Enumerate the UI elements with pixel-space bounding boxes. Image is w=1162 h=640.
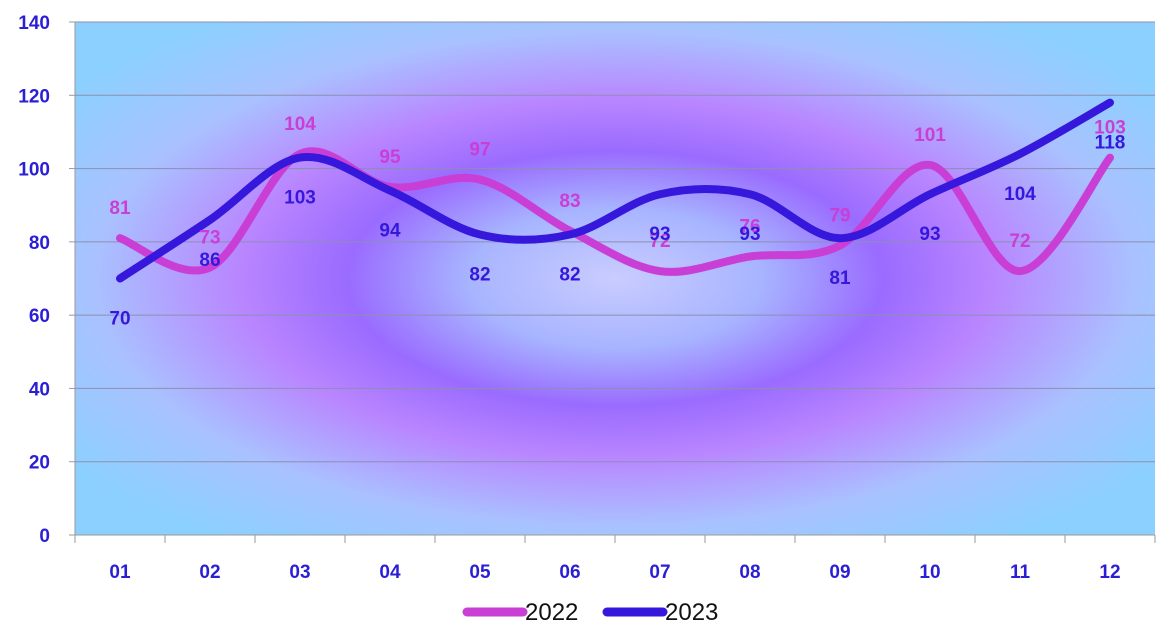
data-label-2022: 95 [379, 147, 401, 168]
y-tick-label: 60 [29, 306, 50, 327]
data-label-2023: 104 [1004, 184, 1036, 205]
y-tick-label: 100 [18, 160, 50, 181]
x-tick-label: 02 [199, 562, 220, 583]
data-label-2022: 83 [559, 191, 580, 212]
data-label-2022: 73 [199, 228, 220, 249]
data-label-2022: 79 [829, 206, 850, 227]
data-label-2023: 93 [919, 224, 940, 245]
x-tick-label: 04 [379, 562, 401, 583]
data-label-2023: 93 [739, 224, 760, 245]
y-tick-label: 80 [29, 233, 50, 254]
data-label-2023: 103 [284, 188, 316, 209]
x-tick-label: 09 [829, 562, 850, 583]
x-tick-label: 06 [559, 562, 580, 583]
data-label-2023: 82 [559, 265, 580, 286]
y-tick-label: 40 [29, 379, 50, 400]
data-label-2023: 93 [649, 224, 670, 245]
legend: 2022 2023 [462, 599, 718, 626]
x-tick-label: 01 [109, 562, 131, 583]
series-line-2023 [116, 98, 1114, 283]
data-label-2023: 94 [379, 221, 401, 242]
data-labels: 81 73 104 95 97 83 72 76 79 101 72 103 70 86 103 94 82 82… [109, 114, 1125, 330]
x-tick-label: 03 [289, 562, 310, 583]
data-label-2023: 81 [829, 268, 851, 289]
data-label-2022: 97 [469, 140, 490, 161]
x-tick-label: 10 [919, 562, 940, 583]
data-label-2022: 81 [109, 198, 131, 219]
data-label-2022: 104 [284, 114, 316, 135]
data-label-2022: 76 [739, 217, 760, 238]
x-tick-label: 05 [469, 562, 491, 583]
plot-background [75, 22, 1155, 535]
y-tick-label: 0 [39, 526, 50, 547]
y-tick-label: 20 [29, 453, 50, 474]
x-tick-label: 07 [649, 562, 670, 583]
data-label-2022: 72 [649, 231, 670, 252]
x-tick-label: 12 [1099, 562, 1120, 583]
data-label-2022: 72 [1009, 231, 1030, 252]
data-label-2023: 70 [109, 309, 130, 330]
y-tick-label: 140 [18, 13, 50, 34]
series-line-2022 [116, 147, 1114, 276]
series-lines [116, 98, 1114, 283]
gridlines [75, 21, 1155, 463]
data-label-2022: 103 [1094, 118, 1126, 139]
data-label-2023: 82 [469, 265, 490, 286]
legend-label-2023: 2023 [665, 599, 718, 626]
data-label-2022: 101 [914, 125, 946, 146]
x-tick-label: 08 [739, 562, 760, 583]
data-label-2023: 86 [199, 250, 220, 271]
x-tick-label: 11 [1010, 562, 1031, 583]
data-label-2023: 118 [1095, 133, 1126, 154]
legend-label-2022: 2022 [525, 599, 578, 626]
y-tick-label: 120 [18, 86, 50, 107]
